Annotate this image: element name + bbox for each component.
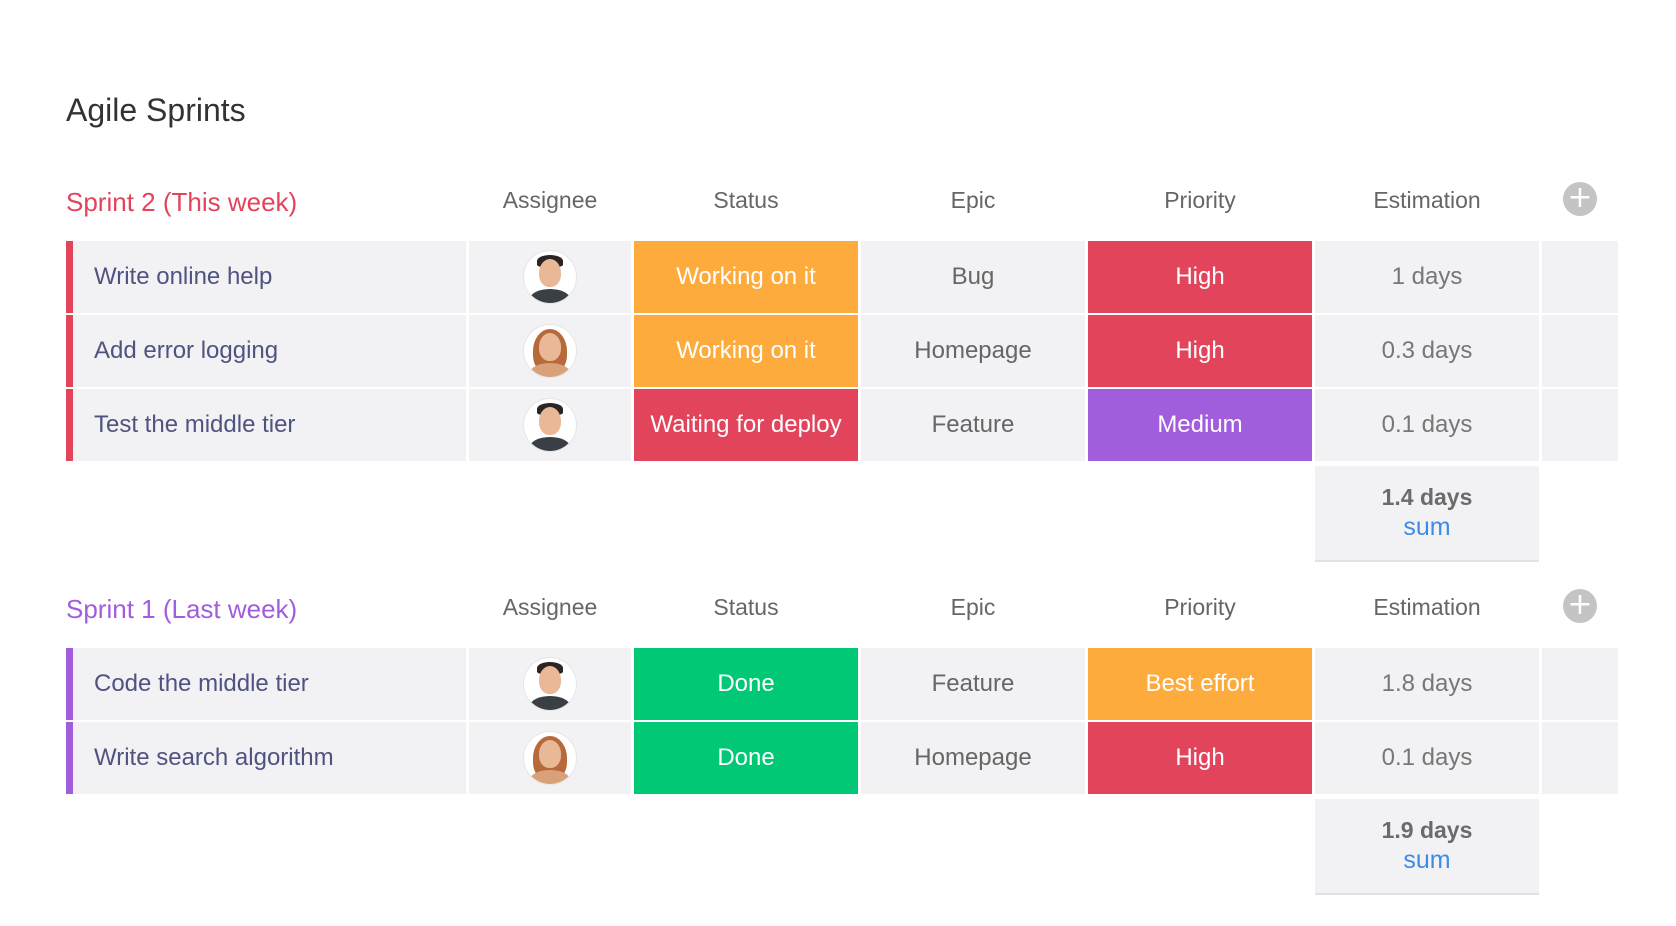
avatar [524,399,576,451]
column-header-assignee[interactable]: Assignee [502,187,598,213]
avatar [524,251,576,303]
column-header-epic[interactable]: Epic [950,594,996,620]
item-name: Add error logging [94,337,279,364]
item-name-cell[interactable]: Add error logging [66,315,466,387]
column-header-status[interactable]: Status [713,187,779,213]
status-label[interactable]: Working on it [634,241,858,313]
epic-cell[interactable]: Homepage [861,722,1085,794]
epic-cell[interactable]: Homepage [861,315,1085,387]
epic-cell[interactable]: Feature [861,389,1085,461]
assignee-cell[interactable] [469,648,631,720]
column-header-epic[interactable]: Epic [950,187,996,213]
item-name-cell[interactable]: Write online help [66,241,466,313]
estimation-cell[interactable]: 1.8 days [1315,648,1539,720]
group-color-bar [66,389,73,461]
assignee-cell[interactable] [469,315,631,387]
estimation-cell[interactable]: 0.1 days [1315,722,1539,794]
item-name: Write online help [94,263,273,290]
priority-label[interactable]: Medium [1088,389,1312,461]
avatar [524,732,576,784]
column-header-priority[interactable]: Priority [1164,187,1236,213]
group-color-bar [66,315,73,387]
table-row: Code the middle tier Done Feature Best e… [66,648,1618,720]
estimation-cell[interactable]: 0.3 days [1315,315,1539,387]
summary-label: sum [1403,846,1451,874]
priority-label[interactable]: High [1088,241,1312,313]
status-label[interactable]: Done [634,722,858,794]
item-name-cell[interactable]: Write search algorithm [66,722,466,794]
assignee-cell[interactable] [469,241,631,313]
group-header: Sprint 2 (This week) Assignee Status Epi… [66,177,1618,227]
table-row: Test the middle tier Waiting for deploy … [66,389,1618,461]
column-header-priority[interactable]: Priority [1164,594,1236,620]
assignee-cell[interactable] [469,389,631,461]
status-label[interactable]: Working on it [634,315,858,387]
group-color-bar [66,241,73,313]
item-name: Code the middle tier [94,670,309,697]
estimation-summary[interactable]: 1.4 days sum [1315,466,1539,562]
priority-label[interactable]: High [1088,722,1312,794]
plus-circle-icon[interactable]: + [1563,182,1597,216]
group-title[interactable]: Sprint 2 (This week) [66,187,298,217]
summary-label: sum [1403,513,1451,541]
empty-cell [1542,241,1618,313]
column-header-estimation[interactable]: Estimation [1373,594,1481,620]
item-name: Write search algorithm [94,744,334,771]
empty-cell [1542,315,1618,387]
estimation-summary[interactable]: 1.9 days sum [1315,799,1539,895]
priority-label[interactable]: High [1088,315,1312,387]
priority-label[interactable]: Best effort [1088,648,1312,720]
epic-cell[interactable]: Bug [861,241,1085,313]
estimation-cell[interactable]: 1 days [1315,241,1539,313]
table-row: Write search algorithm Done Homepage Hig… [66,722,1618,794]
group-color-bar [66,722,73,794]
status-label[interactable]: Waiting for deploy [634,389,858,461]
empty-cell [1542,722,1618,794]
status-label[interactable]: Done [634,648,858,720]
column-header-estimation[interactable]: Estimation [1373,187,1481,213]
item-name-cell[interactable]: Code the middle tier [66,648,466,720]
item-name: Test the middle tier [94,411,296,438]
group-header: Sprint 1 (Last week) Assignee Status Epi… [66,584,1618,634]
column-header-status[interactable]: Status [713,594,779,620]
group-sprint-2: Sprint 2 (This week) Assignee Status Epi… [66,177,1618,562]
group-color-bar [66,648,73,720]
column-header-assignee[interactable]: Assignee [502,594,598,620]
empty-cell [1542,648,1618,720]
avatar [524,658,576,710]
assignee-cell[interactable] [469,722,631,794]
group-title[interactable]: Sprint 1 (Last week) [66,594,298,624]
plus-circle-icon[interactable]: + [1563,589,1597,623]
table-row: Add error logging Working on it Homepage… [66,315,1618,387]
summary-value: 1.4 days [1381,484,1473,510]
summary-value: 1.9 days [1381,817,1473,843]
estimation-cell[interactable]: 0.1 days [1315,389,1539,461]
empty-cell [1542,389,1618,461]
board-title: Agile Sprints [66,92,246,128]
item-name-cell[interactable]: Test the middle tier [66,389,466,461]
table-row: Write online help Working on it Bug High… [66,241,1618,313]
epic-cell[interactable]: Feature [861,648,1085,720]
avatar [524,325,576,377]
group-sprint-1: Sprint 1 (Last week) Assignee Status Epi… [66,584,1618,895]
